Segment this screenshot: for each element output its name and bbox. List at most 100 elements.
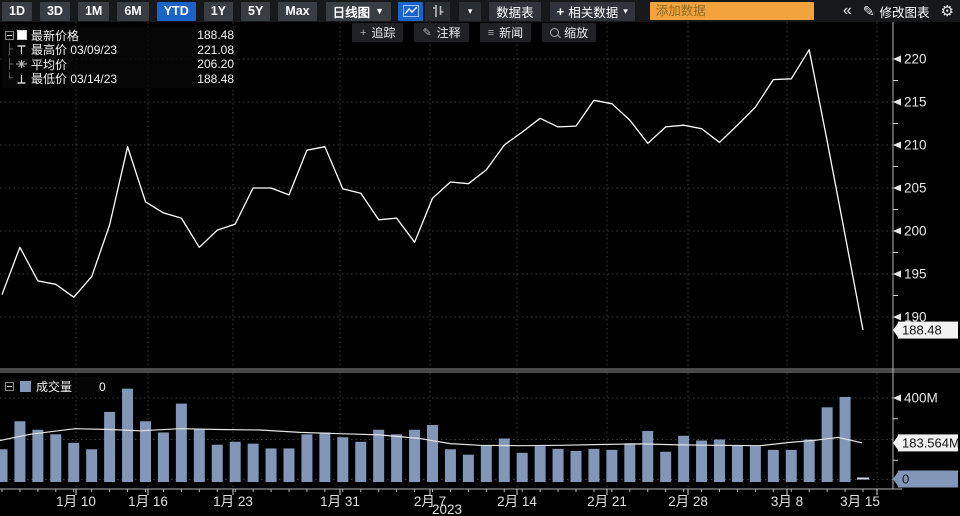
volume-bar[interactable] (696, 440, 708, 482)
collapse-panel-icon[interactable]: « (842, 2, 852, 19)
volume-bar[interactable] (731, 445, 743, 482)
volume-bar[interactable] (319, 432, 331, 482)
x-axis-labels: 1月 10 1月 16 1月 23 1月 31 2月 7 2月 14 2月 21 2月 28 3… (1, 489, 880, 516)
range-button-ytd[interactable]: YTD (156, 1, 196, 21)
modify-chart-button[interactable]: ✎ 修改图表 (861, 2, 932, 21)
time-range-group: 1D 3D 1M 6M YTD 1Y 5Y Max (2, 1, 317, 21)
volume-bar[interactable] (86, 449, 98, 482)
chart-type-dropdown[interactable]: 日线图 ▼ (325, 1, 392, 21)
volume-bar[interactable] (283, 448, 295, 482)
volume-bar[interactable] (50, 434, 62, 482)
legend-row[interactable]: └ 最低价 03/14/23 188.48 (4, 72, 234, 87)
volume-bar[interactable] (552, 448, 564, 482)
volume-bar-zero[interactable] (857, 477, 869, 480)
tree-collapse-icon[interactable] (5, 30, 14, 40)
volume-bar[interactable] (32, 429, 44, 482)
tool-button-magnifier[interactable]: 缩放 (542, 23, 597, 42)
volume-bar[interactable] (516, 452, 528, 482)
line-chart-icon[interactable] (398, 1, 424, 21)
volume-axis-labels: 400M (893, 391, 938, 461)
legend-row[interactable]: ├ 平均价 206.20 (4, 57, 234, 72)
volume-ma-line (0, 428, 863, 447)
volume-bar[interactable] (301, 434, 313, 482)
legend-value: 221.08 (197, 42, 234, 57)
volume-bar[interactable] (355, 441, 367, 482)
volume-bar[interactable] (642, 430, 654, 482)
volume-bar[interactable] (498, 438, 510, 482)
volume-bar[interactable] (337, 437, 349, 482)
volume-bar[interactable] (534, 446, 546, 482)
legend-label: 平均价 (31, 57, 68, 72)
price-legend[interactable]: 最新价格 188.48 ├ 最高价 03/09/23 221.08 ├ 平均价 206.20 └… (2, 27, 238, 88)
volume-bar[interactable] (678, 435, 690, 482)
range-button-1m[interactable]: 1M (77, 1, 110, 21)
volume-bar[interactable] (821, 407, 833, 482)
volume-bar[interactable] (175, 403, 187, 482)
volume-bar[interactable] (427, 424, 438, 482)
svg-text:2月 7: 2月 7 (414, 494, 446, 509)
legend-label: 最低价 03/14/23 (31, 72, 118, 87)
volume-bar[interactable] (803, 439, 815, 483)
volume-bar[interactable] (409, 429, 421, 482)
volume-bar[interactable] (391, 434, 403, 482)
data-table-button[interactable]: 数据表 (489, 1, 541, 21)
tool-button-crosshair[interactable]: + 追踪 (352, 23, 404, 42)
volume-legend[interactable]: 成交量 0 (2, 377, 112, 396)
volume-bars[interactable] (0, 388, 869, 483)
volume-bar[interactable] (104, 411, 116, 482)
svg-text:2月 21: 2月 21 (587, 494, 627, 509)
tree-toggle-icon[interactable] (5, 382, 14, 391)
more-chart-styles-dropdown[interactable]: ▾ (459, 1, 482, 21)
legend-row[interactable]: ├ 最高价 03/09/23 221.08 (4, 43, 234, 58)
chevron-down-icon: ▾ (623, 5, 628, 16)
pane-separator[interactable] (0, 368, 960, 373)
volume-bar[interactable] (570, 450, 582, 482)
range-button-max[interactable]: Max (278, 1, 317, 21)
volume-bar[interactable] (462, 454, 474, 482)
volume-bar[interactable] (193, 428, 205, 482)
volume-bar[interactable] (749, 446, 761, 482)
tool-button-news[interactable]: ≡ 新闻 (479, 23, 532, 42)
range-button-3d[interactable]: 3D (39, 1, 70, 21)
svg-text:1月 10: 1月 10 (56, 494, 96, 509)
volume-bar[interactable] (265, 448, 277, 482)
volume-bar[interactable] (660, 451, 672, 482)
svg-text:200: 200 (904, 224, 927, 239)
pencil-icon: ✎ (862, 3, 875, 19)
related-data-dropdown[interactable]: + 相关数据 ▾ (549, 1, 635, 21)
volume-bar[interactable] (247, 443, 259, 482)
volume-bar[interactable] (229, 441, 241, 482)
volume-bar[interactable] (157, 432, 169, 482)
range-button-6m[interactable]: 6M (117, 1, 149, 21)
volume-bar[interactable] (714, 439, 725, 483)
volume-bar[interactable] (0, 449, 8, 482)
volume-bar[interactable] (211, 444, 223, 482)
range-button-5y[interactable]: 5Y (241, 1, 271, 21)
gear-icon[interactable]: ⚙ (940, 2, 954, 20)
volume-bar[interactable] (480, 445, 492, 482)
volume-bar[interactable] (444, 449, 456, 482)
volume-bar[interactable] (785, 449, 797, 482)
svg-text:1月 23: 1月 23 (213, 494, 253, 509)
chart-style-icons (398, 1, 451, 21)
range-button-1y[interactable]: 1Y (203, 1, 234, 21)
volume-bar[interactable] (122, 388, 134, 482)
tool-button-label: 新闻 (499, 26, 524, 40)
volume-bar[interactable] (624, 443, 636, 482)
volume-bar[interactable] (14, 421, 26, 482)
volume-bar[interactable] (373, 429, 385, 482)
volume-bar[interactable] (140, 421, 151, 482)
volume-bar[interactable] (68, 442, 80, 482)
candlestick-chart-icon[interactable] (425, 1, 451, 21)
volume-bar[interactable] (606, 449, 618, 482)
tool-button-label: 注释 (436, 26, 461, 40)
volume-bar[interactable] (588, 448, 600, 482)
add-data-input[interactable] (649, 2, 814, 20)
range-button-1d[interactable]: 1D (2, 1, 32, 21)
tool-button-pencil[interactable]: ✎ 注释 (414, 23, 469, 42)
legend-row[interactable]: 最新价格 188.48 (4, 28, 234, 43)
svg-text:2月 14: 2月 14 (497, 494, 537, 509)
svg-text:3月 15: 3月 15 (840, 494, 880, 509)
volume-bar[interactable] (767, 449, 779, 482)
